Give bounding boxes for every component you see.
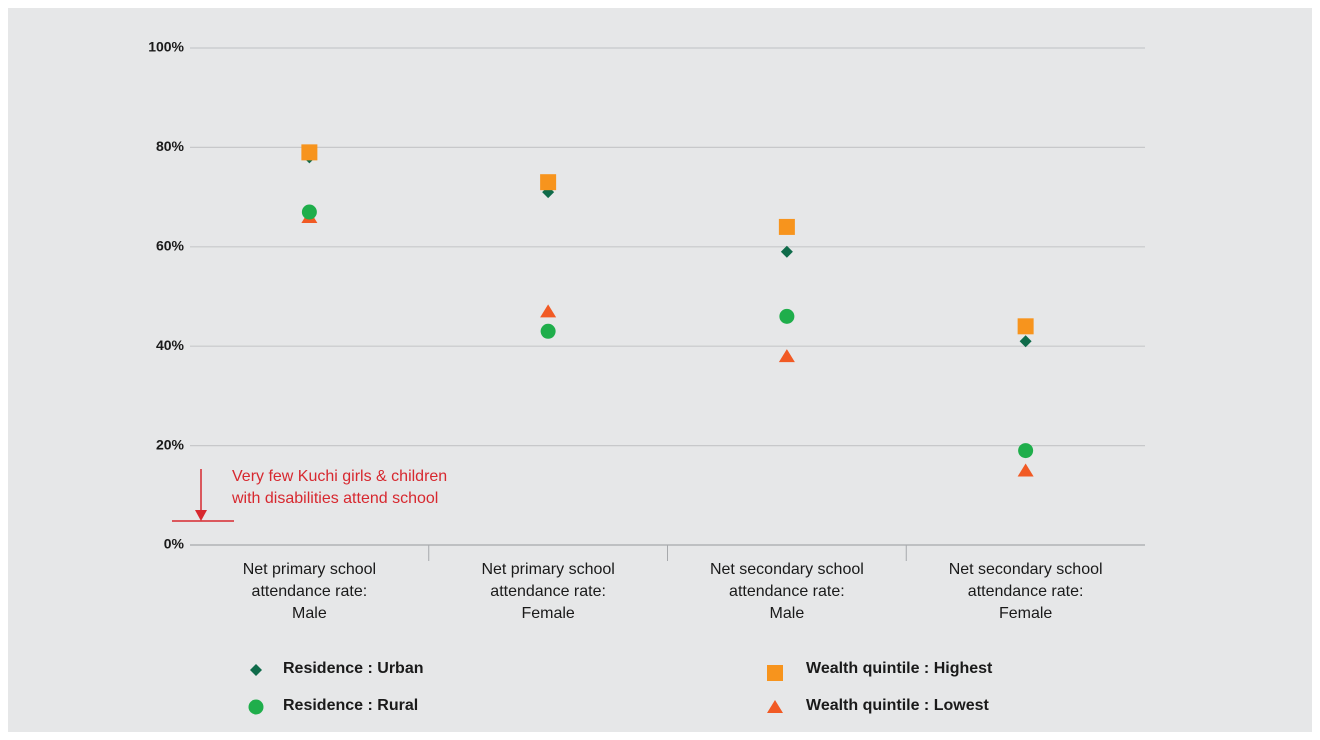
x-tick-label: attendance rate: bbox=[490, 583, 606, 600]
y-tick-label: 0% bbox=[164, 536, 185, 552]
annotation: with disabilities attend school bbox=[231, 490, 438, 507]
marker-square bbox=[540, 174, 557, 191]
x-tick-label: Net primary school bbox=[481, 561, 614, 578]
y-tick-label: 60% bbox=[156, 238, 185, 254]
y-tick-label: 80% bbox=[156, 138, 185, 154]
annotation-arrow bbox=[172, 469, 234, 522]
marker-triangle bbox=[767, 700, 783, 713]
marker-circle bbox=[540, 323, 556, 339]
x-tick-label: Net secondary school bbox=[949, 561, 1103, 578]
x-tick-label: Male bbox=[292, 605, 327, 622]
marker-circle bbox=[248, 699, 264, 715]
marker-diamond bbox=[780, 245, 793, 258]
x-tick-label: attendance rate: bbox=[968, 583, 1084, 600]
marker-square bbox=[301, 144, 318, 161]
x-tick-label: Net secondary school bbox=[710, 561, 864, 578]
marker-triangle bbox=[1017, 463, 1034, 477]
marker-triangle bbox=[540, 304, 557, 318]
panel bbox=[8, 8, 1312, 732]
x-tick-label: attendance rate: bbox=[252, 583, 368, 600]
marker-triangle bbox=[778, 349, 795, 363]
legend-label: Wealth quintile : Lowest bbox=[806, 697, 989, 714]
legend-label: Residence : Urban bbox=[283, 660, 423, 677]
annotation: Very few Kuchi girls & children bbox=[232, 468, 447, 485]
marker-square bbox=[778, 218, 795, 235]
marker-square bbox=[767, 665, 783, 681]
marker-square bbox=[1017, 318, 1034, 335]
x-tick-label: Male bbox=[770, 605, 805, 622]
marker-diamond bbox=[250, 664, 262, 676]
x-tick-label: Female bbox=[521, 605, 574, 622]
marker-circle bbox=[301, 204, 317, 220]
marker-circle bbox=[779, 308, 795, 324]
y-tick-label: 40% bbox=[156, 337, 185, 353]
y-tick-label: 100% bbox=[148, 39, 184, 55]
marker-circle bbox=[1018, 443, 1034, 459]
x-tick-label: attendance rate: bbox=[729, 583, 845, 600]
legend-label: Residence : Rural bbox=[283, 697, 418, 714]
x-tick-label: Female bbox=[999, 605, 1052, 622]
x-tick-label: Net primary school bbox=[243, 561, 376, 578]
legend-label: Wealth quintile : Highest bbox=[806, 660, 993, 677]
marker-diamond bbox=[1019, 335, 1032, 348]
y-tick-label: 20% bbox=[156, 436, 185, 452]
